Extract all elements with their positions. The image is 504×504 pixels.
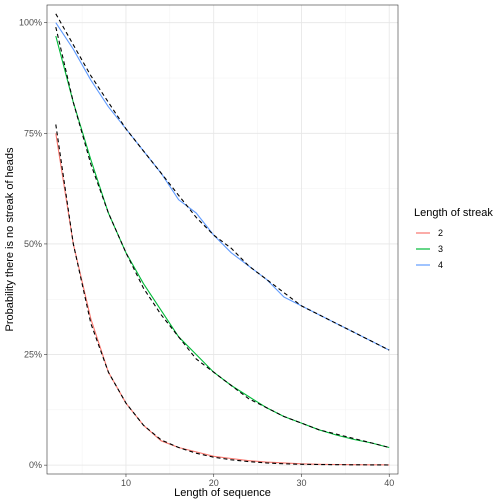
y-tick-label: 50%	[24, 239, 42, 249]
x-tick-label: 10	[121, 478, 131, 488]
fitted-dashed-lines	[55, 13, 390, 466]
y-axis-title: Probability there is no streak of heads	[4, 147, 16, 332]
axis-ticks: 10 20 30 40 0% 25% 50% 75% 100%	[19, 18, 394, 488]
series-line-3	[55, 35, 390, 449]
legend-title: Length of streak	[414, 207, 493, 219]
x-tick-label: 30	[296, 478, 306, 488]
y-tick-label: 25%	[24, 350, 42, 360]
x-axis-title: Length of sequence	[174, 487, 271, 499]
fit-line-1	[55, 124, 390, 466]
legend-label-4: 4	[438, 260, 443, 270]
plot-panel-border	[46, 4, 399, 475]
y-tick-label: 100%	[19, 18, 42, 28]
x-tick-label: 20	[209, 478, 219, 488]
y-tick-label: 0%	[29, 460, 42, 470]
fit-line-3	[55, 13, 390, 351]
legend-label-2: 2	[438, 228, 443, 238]
legend-label-3: 3	[438, 244, 443, 254]
legend: Length of streak 2 3 4	[414, 207, 493, 270]
y-tick-label: 75%	[24, 128, 42, 138]
x-tick-label: 40	[384, 478, 394, 488]
